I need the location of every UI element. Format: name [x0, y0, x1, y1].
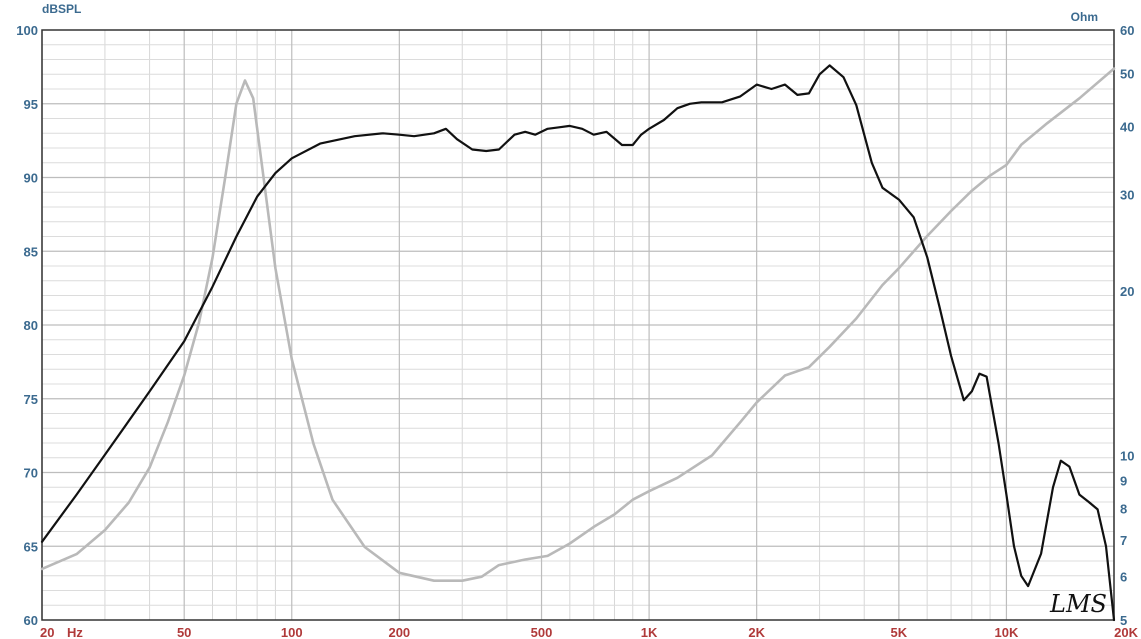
right-tick-label: 9 [1120, 473, 1127, 488]
x-tick-label: 200 [388, 625, 410, 639]
right-tick-label: 6 [1120, 570, 1127, 585]
x-tick-label: 50 [177, 625, 191, 639]
left-tick-label: 95 [24, 97, 38, 112]
x-tick-label: 1K [641, 625, 658, 639]
x-tick-label: 2K [748, 625, 765, 639]
left-tick-label: 70 [24, 466, 38, 481]
right-tick-label: 60 [1120, 23, 1134, 38]
x-tick-label: 20 [40, 625, 54, 639]
left-axis-unit: dBSPL [42, 2, 81, 16]
spl-curve [40, 64, 1116, 622]
left-axis-ticks: 60 65 70 75 80 85 90 95 100 [16, 23, 38, 628]
left-tick-label: 100 [16, 23, 38, 38]
left-tick-label: 80 [24, 318, 38, 333]
right-tick-label: 20 [1120, 284, 1134, 299]
x-tick-label: 5K [891, 625, 908, 639]
right-tick-label: 30 [1120, 188, 1134, 203]
left-tick-label: 85 [24, 244, 38, 259]
left-tick-label: 75 [24, 392, 38, 407]
left-tick-label: 65 [24, 539, 38, 554]
plot-frame [41, 29, 1115, 621]
x-tick-label: 500 [531, 625, 553, 639]
left-tick-label: 60 [24, 613, 38, 628]
right-tick-label: 40 [1120, 119, 1134, 134]
left-tick-label: 90 [24, 171, 38, 186]
right-tick-label: 5 [1120, 613, 1127, 628]
right-axis-ticks: 5 6 7 8 9 10 20 30 40 50 60 [1120, 23, 1134, 628]
x-tick-label: 100 [281, 625, 303, 639]
right-axis-unit: Ohm [1071, 10, 1098, 24]
x-axis-ticks: 20 50 100 200 500 1K 2K 5K 10K 20K [40, 625, 1139, 639]
right-tick-label: 10 [1120, 448, 1134, 463]
brand-signature: LMS [1049, 590, 1107, 618]
right-tick-label: 50 [1120, 66, 1134, 81]
x-tick-label: 20K [1114, 625, 1138, 639]
x-tick-label: 10K [995, 625, 1019, 639]
x-axis-unit: Hz [67, 625, 83, 639]
series-layer [40, 64, 1116, 622]
right-tick-label: 7 [1120, 533, 1127, 548]
major-gridlines [41, 30, 1115, 620]
right-tick-label: 8 [1120, 501, 1127, 516]
